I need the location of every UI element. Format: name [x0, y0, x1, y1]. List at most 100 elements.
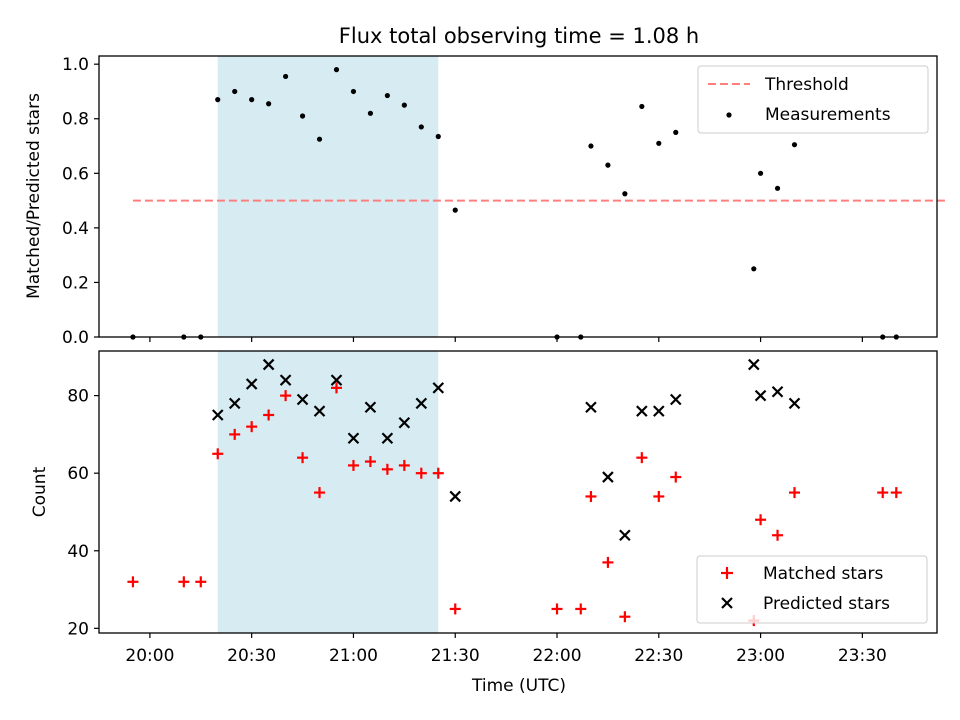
matched-star-point	[330, 382, 342, 394]
ratio-panel: 0.0 0.2 0.4 0.6 0.8 1.0 Matched/Predicted sta…	[24, 55, 948, 348]
matched-star-point	[127, 576, 139, 588]
ratio-panel-frame	[98, 55, 938, 338]
count-panel: 20 40 60 80 20:00 20:30 21:00 21:30 22:00 22:30 23…	[30, 350, 938, 696]
matched-star-point	[890, 487, 902, 499]
predicted-star-point	[432, 382, 445, 394]
predicted-star-point	[653, 405, 665, 417]
matched-star-point	[432, 467, 444, 479]
legend-matched-label: Matched stars	[763, 564, 883, 584]
measurement-point	[215, 97, 221, 103]
matched-star-point	[297, 452, 309, 464]
matched-star-point	[280, 390, 292, 402]
matched-star-point	[619, 611, 631, 623]
matched-star-point	[636, 452, 648, 464]
x-tick-label: 22:30	[634, 646, 683, 666]
legend-measurement-swatch	[726, 112, 732, 118]
measurement-point	[605, 162, 611, 168]
measurement-point	[656, 140, 662, 146]
x-tick-label: 20:00	[125, 646, 174, 666]
predicted-star-point	[398, 416, 411, 429]
y-tick-label: 60	[67, 464, 89, 484]
y-tick-label: 80	[67, 387, 89, 407]
x-tick-label: 23:00	[736, 646, 785, 666]
measurement-point	[751, 266, 757, 272]
y-tick-label: 0.2	[62, 273, 89, 293]
measurement-point	[333, 67, 340, 73]
predicted-star-point	[347, 432, 360, 445]
legend-predicted-swatch	[721, 597, 733, 609]
measurement-point	[757, 170, 764, 176]
measurement-point	[367, 110, 374, 116]
count-panel-frame	[98, 350, 938, 634]
measurement-point	[774, 185, 781, 191]
measurement-point	[622, 191, 628, 197]
ratio-axis-ticks: 0.0 0.2 0.4 0.6 0.8 1.0	[62, 55, 863, 348]
count-axis-ticks: 20 40 60 80 20:00 20:30 21:00 21:30 22:00 22:30 23…	[67, 387, 887, 666]
predicted-star-point	[771, 385, 784, 398]
measurement-point	[266, 101, 272, 107]
measurement-point	[232, 88, 238, 95]
legend-measurement-label: Measurements	[765, 105, 891, 125]
measurement-point	[350, 88, 357, 95]
predicted-star-point	[415, 397, 428, 410]
matched-star-point	[347, 459, 359, 471]
predicted-star-point	[211, 409, 224, 421]
y-tick-label: 0.0	[62, 328, 89, 348]
matched-star-point	[877, 487, 889, 499]
legend-predicted-label: Predicted stars	[763, 594, 890, 614]
matched-star-point	[195, 576, 207, 588]
measurement-point	[791, 142, 798, 148]
measurement-point	[673, 129, 679, 135]
predicted-star-point	[313, 405, 326, 417]
ratio-y-axis-label: Matched/Predicted stars	[24, 93, 44, 299]
matched-star-point	[415, 467, 427, 479]
measurement-points	[130, 67, 899, 340]
x-tick-label: 23:30	[838, 646, 887, 666]
predicted-star-point	[788, 397, 801, 410]
predicted-star-point	[748, 358, 760, 371]
observing-window-shade	[217, 351, 439, 633]
x-tick-label: 21:30	[431, 646, 480, 666]
matched-star-point	[772, 529, 784, 541]
predicted-star-point	[449, 490, 462, 503]
y-tick-label: 0.4	[62, 219, 89, 239]
matched-star-point	[381, 463, 393, 475]
matched-star-point	[551, 603, 563, 615]
measurement-point	[249, 97, 255, 103]
x-axis-label: Time (UTC)	[471, 676, 566, 696]
ratio-legend: Threshold Measurements	[697, 65, 929, 134]
measurement-point	[452, 207, 458, 213]
y-tick-label: 1.0	[62, 55, 89, 75]
x-tick-label: 20:30	[227, 646, 276, 666]
matched-star-point	[314, 487, 326, 499]
observing-window-shade	[217, 56, 439, 337]
predicted-star-point	[262, 358, 275, 371]
matched-star-point	[178, 576, 190, 588]
matched-star-point	[398, 459, 410, 471]
count-y-axis-label: Count	[30, 466, 50, 517]
matched-star-point	[602, 556, 614, 568]
measurement-point	[316, 136, 323, 142]
y-tick-label: 0.8	[62, 110, 89, 130]
matched-star-point	[653, 490, 665, 502]
matched-star-point	[229, 428, 241, 440]
predicted-star-point	[754, 389, 767, 402]
measurement-point	[384, 92, 390, 99]
measurement-point	[418, 124, 424, 130]
predicted-star-point	[296, 393, 309, 406]
predicted-star-point	[330, 374, 343, 386]
count-legend-box	[696, 555, 928, 624]
x-tick-label: 21:00	[329, 646, 378, 666]
predicted-star-point	[279, 374, 292, 386]
matched-star-point	[212, 448, 224, 460]
matched-star-point	[449, 603, 461, 615]
measurement-point	[401, 102, 407, 108]
matched-star-point	[575, 603, 587, 615]
count-points	[127, 358, 902, 627]
count-legend: Matched stars Predicted stars	[696, 555, 928, 624]
predicted-star-point	[636, 405, 648, 417]
measurement-point	[435, 133, 441, 140]
predicted-star-point	[619, 529, 631, 542]
y-tick-label: 0.6	[62, 164, 89, 184]
y-tick-label: 40	[67, 542, 89, 562]
